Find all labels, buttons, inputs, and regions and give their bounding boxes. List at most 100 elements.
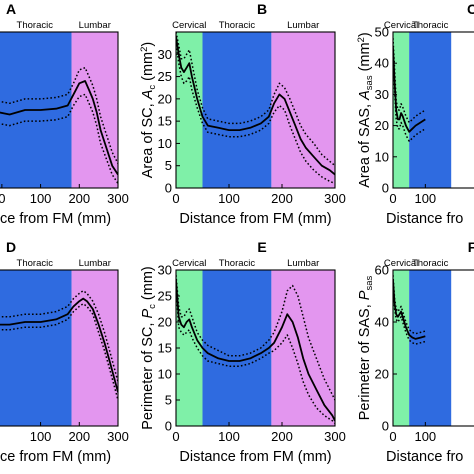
panel-label: B bbox=[257, 1, 267, 17]
region-label-thoracic: Thoracic bbox=[412, 258, 449, 269]
x-axis-label: Distance fro bbox=[386, 211, 463, 227]
y-tick-label: 40 bbox=[375, 56, 389, 71]
x-tick-label: 300 bbox=[324, 429, 346, 444]
series-line-dotted-1 bbox=[0, 290, 118, 382]
region-label-thoracic: Thoracic bbox=[219, 20, 256, 31]
y-tick-label: 30 bbox=[375, 87, 389, 102]
y-label-end: ) bbox=[357, 32, 373, 37]
x-tick-label: 300 bbox=[107, 191, 129, 206]
y-axis-label: Perimeter of SAS, Psas bbox=[357, 275, 375, 420]
panel-e: Cervical Thoracic Lumbar 0 100 200 300 0 5 10 15 20… bbox=[140, 239, 346, 465]
y-tick-label: 50 bbox=[375, 25, 389, 40]
y-label-main: Area of SAS, bbox=[357, 100, 373, 188]
axes-frame bbox=[392, 269, 474, 427]
region-band-thoracic bbox=[202, 270, 272, 426]
x-tick-label: 100 bbox=[30, 429, 52, 444]
plot-area bbox=[393, 270, 452, 426]
y-tick-label: 40 bbox=[375, 315, 389, 330]
region-band-thoracic bbox=[0, 270, 72, 426]
y-label-var: P bbox=[140, 309, 156, 319]
panel-d: Thoracic Lumbar 100 200 300 Distance from FM … bbox=[0, 239, 129, 465]
y-tick-label: 15 bbox=[158, 114, 172, 129]
plot-area bbox=[0, 270, 118, 426]
x-axis-label: Distance from FM (mm) bbox=[179, 449, 331, 465]
x-tick-label: 200 bbox=[271, 191, 293, 206]
y-axis-label: Perimeter of SC, Pc (mm) bbox=[140, 266, 158, 429]
y-tick-label: 20 bbox=[375, 118, 389, 133]
y-label-var: A bbox=[140, 90, 156, 101]
y-tick-label: 20 bbox=[158, 91, 172, 106]
region-band-lumbar bbox=[71, 270, 118, 426]
axes-frame bbox=[0, 31, 119, 189]
region-band-cervical bbox=[176, 32, 203, 188]
x-axis-label: Distance fro bbox=[386, 449, 463, 465]
region-band-thoracic bbox=[202, 32, 272, 188]
y-tick-label: 5 bbox=[165, 158, 172, 173]
series-line-dotted-1 bbox=[0, 66, 118, 164]
x-tick-label: 0 bbox=[172, 191, 179, 206]
y-tick-label: 0 bbox=[382, 419, 389, 434]
y-axis-label: Area of SC, Ac (mm2) bbox=[139, 42, 158, 179]
region-label-lumbar: Lumbar bbox=[79, 20, 111, 31]
x-axis-label: Distance from FM (mm) bbox=[179, 211, 331, 227]
panel-label: E bbox=[257, 239, 266, 255]
region-band-cervical bbox=[176, 270, 203, 426]
plot-area bbox=[176, 32, 335, 188]
y-label-var: A bbox=[357, 90, 373, 101]
y-axis-label: Area of SAS, Asas (mm2) bbox=[356, 32, 375, 187]
x-axis-label: Distance from FM (mm) bbox=[0, 211, 111, 227]
axes-frame bbox=[175, 31, 336, 189]
y-tick-label: 0 bbox=[165, 419, 172, 434]
x-tick-label: 100 bbox=[414, 429, 436, 444]
y-label-main: Perimeter of SAS, bbox=[357, 300, 373, 420]
series-line-solid-0 bbox=[393, 280, 426, 340]
region-label-cervical: Cervical bbox=[384, 20, 418, 31]
y-label-sub: c bbox=[147, 85, 158, 90]
panel-label: A bbox=[6, 1, 16, 17]
y-tick-label: 30 bbox=[158, 263, 172, 278]
y-label-unit: (mm bbox=[140, 52, 156, 85]
y-tick-label: 5 bbox=[165, 393, 172, 408]
y-label-unit: (mm bbox=[357, 42, 373, 75]
region-band-lumbar bbox=[271, 270, 335, 426]
y-tick-label: 0 bbox=[165, 181, 172, 196]
series-line-dotted-2 bbox=[0, 93, 118, 184]
x-tick-label: 300 bbox=[107, 429, 129, 444]
y-label-main: Perimeter of SC, bbox=[140, 319, 156, 430]
region-band-cervical bbox=[393, 270, 410, 426]
region-label-thoracic: Thoracic bbox=[17, 20, 54, 31]
plot-area bbox=[176, 270, 335, 426]
x-tick-label: 100 bbox=[218, 429, 240, 444]
y-label-sub: sas bbox=[364, 75, 375, 90]
x-tick-label: 200 bbox=[68, 191, 90, 206]
y-label-sup: 2 bbox=[356, 37, 367, 42]
region-label-cervical: Cervical bbox=[172, 258, 206, 269]
region-label-lumbar: Lumbar bbox=[79, 258, 111, 269]
region-label-lumbar: Lumbar bbox=[287, 258, 319, 269]
y-label-var: P bbox=[357, 290, 373, 300]
region-label-cervical: Cervical bbox=[384, 258, 418, 269]
x-tick-label: 0 bbox=[172, 429, 179, 444]
x-tick-label: 200 bbox=[68, 429, 90, 444]
y-tick-label: 20 bbox=[375, 367, 389, 382]
panel-label: F bbox=[468, 239, 474, 255]
x-tick-label: 200 bbox=[271, 429, 293, 444]
series-line-dotted-2 bbox=[0, 303, 118, 401]
y-label-sub: sas bbox=[364, 275, 375, 290]
y-tick-label: 10 bbox=[158, 367, 172, 382]
series-line-solid-0 bbox=[176, 280, 335, 422]
region-band-thoracic bbox=[409, 32, 452, 188]
panel-b: Cervical Thoracic Lumbar 0 100 200 300 0 5 10 15 20… bbox=[139, 1, 346, 227]
y-tick-label: 30 bbox=[158, 47, 172, 62]
y-label-unit: (mm) bbox=[140, 266, 156, 304]
x-tick-label: 100 bbox=[30, 191, 52, 206]
series-line-solid-0 bbox=[0, 80, 118, 176]
region-label-thoracic: Thoracic bbox=[412, 20, 449, 31]
region-label-lumbar: Lumbar bbox=[287, 20, 319, 31]
x-tick-label: 0 bbox=[389, 191, 396, 206]
panel-a: Thoracic Lumbar 0 100 200 300 Distance from FM… bbox=[0, 1, 129, 227]
y-tick-label: 0 bbox=[382, 181, 389, 196]
plot-area bbox=[393, 32, 452, 188]
